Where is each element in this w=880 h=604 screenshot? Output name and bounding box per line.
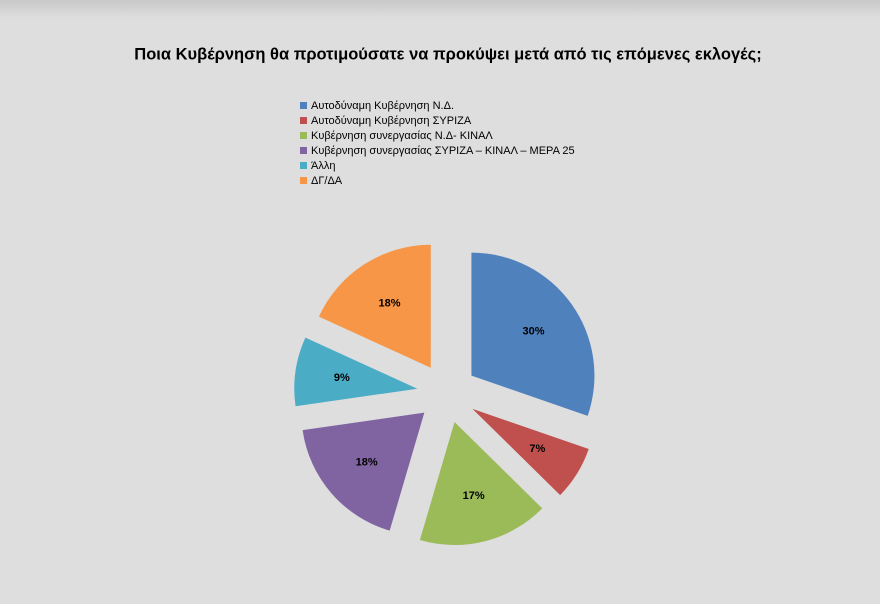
chart-title: Ποια Κυβέρνηση θα προτιμούσατε να προκύψ… <box>134 45 761 63</box>
pie-slice <box>302 412 425 531</box>
pie-slice <box>318 244 431 368</box>
legend-swatch <box>300 177 307 184</box>
legend-swatch <box>300 132 307 139</box>
legend-label: Κυβέρνηση συνεργασίας Ν.Δ- ΚΙΝΑΛ <box>311 130 493 142</box>
data-label: 17% <box>463 490 485 502</box>
data-label: 18% <box>356 456 378 468</box>
legend-swatch <box>300 147 307 154</box>
data-label: 30% <box>523 325 545 337</box>
data-label: 18% <box>379 298 401 310</box>
pie-slice <box>471 252 595 416</box>
pie-slice <box>294 337 418 407</box>
legend-swatch <box>300 102 307 109</box>
data-label: 9% <box>334 372 350 384</box>
pie-slice <box>419 422 543 546</box>
legend-label: Αυτοδύναμη Κυβέρνηση ΣΥΡΙΖΑ <box>311 115 472 127</box>
data-label: 7% <box>529 443 545 455</box>
legend-swatch <box>300 162 307 169</box>
pie-slice <box>472 408 589 496</box>
legend-label: Άλλη <box>311 160 335 172</box>
top-bar <box>0 0 880 18</box>
legend-label: Αυτοδύναμη Κυβέρνηση Ν.Δ. <box>311 100 454 112</box>
legend-label: ΔΓ/ΔΑ <box>311 175 343 187</box>
legend-swatch <box>300 117 307 124</box>
legend-label: Κυβέρνηση συνεργασίας ΣΥΡΙΖΑ – ΚΙΝΑΛ – Μ… <box>311 145 575 157</box>
